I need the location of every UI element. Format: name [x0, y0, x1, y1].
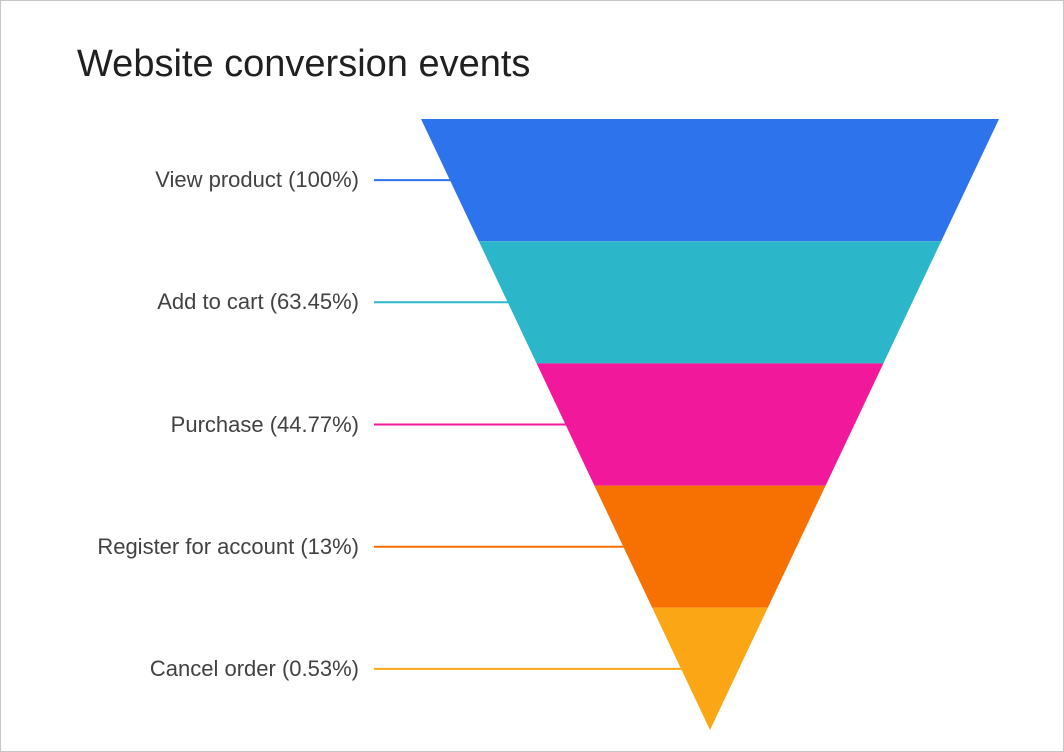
stage-label-2: Purchase (44.77%): [170, 411, 359, 437]
stage-label-1: Add to cart (63.45%): [157, 289, 359, 315]
chart-title: Website conversion events: [77, 43, 531, 85]
funnel-segment-3[interactable]: [594, 485, 826, 608]
funnel-segment-1[interactable]: [478, 241, 942, 364]
stage-label-0: View product (100%): [155, 166, 359, 192]
funnel-segment-2[interactable]: [536, 363, 884, 486]
stage-label-4: Cancel order (0.53%): [149, 655, 359, 681]
stage-label-3: Register for account (13%): [97, 533, 359, 559]
funnel-segment-4[interactable]: [652, 607, 768, 730]
funnel-segment-0[interactable]: [421, 119, 999, 242]
